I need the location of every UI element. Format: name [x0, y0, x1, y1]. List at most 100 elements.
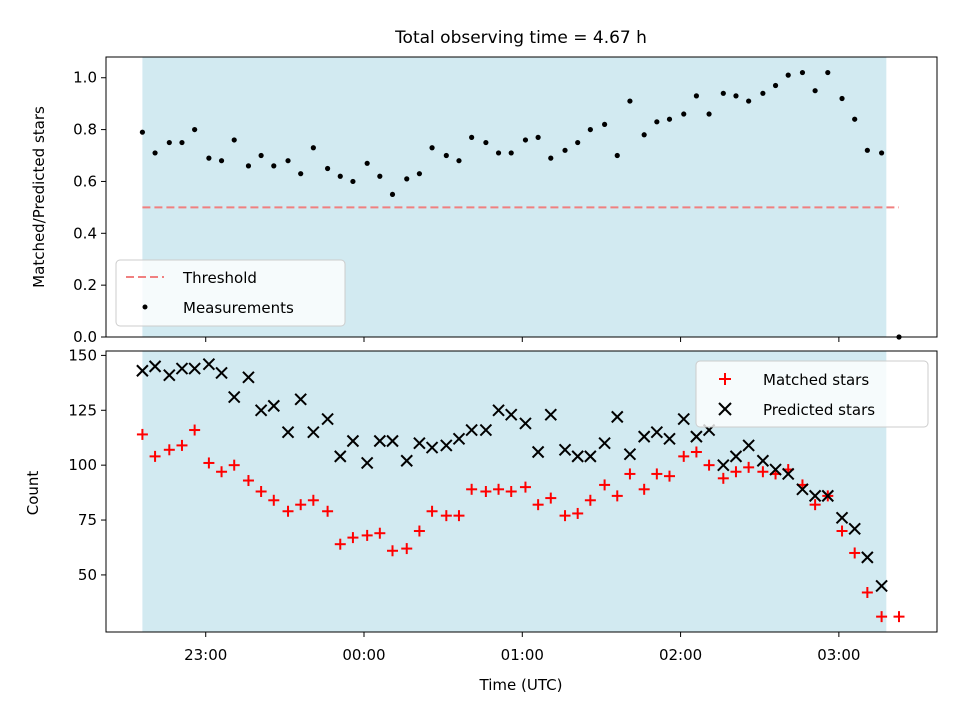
- bottom-legend: Matched stars Predicted stars: [695, 360, 929, 428]
- predicted-star-point: [334, 450, 347, 463]
- matched-star-point: [426, 505, 438, 517]
- predicted-star-point: [808, 489, 822, 503]
- predicted-star-point: [492, 404, 505, 417]
- measurement-point: [298, 171, 304, 177]
- x-tick-label: 00:00: [342, 646, 385, 664]
- measurement-point: [469, 134, 475, 140]
- measurement-point: [812, 88, 818, 94]
- top-legend: Threshold Measurements: [115, 259, 346, 327]
- matched-star-point: [295, 499, 307, 511]
- matched-star-point: [611, 490, 623, 502]
- predicted-star-point: [782, 467, 795, 481]
- matched-star-point: [466, 483, 478, 495]
- predicted-star-point: [505, 408, 518, 421]
- matched-star-point: [136, 428, 148, 440]
- measurement-point: [602, 121, 608, 128]
- measurement-point: [389, 191, 396, 198]
- matched-star-point: [268, 494, 280, 506]
- matched-star-point: [849, 547, 861, 559]
- matched-star-point: [282, 505, 294, 517]
- matched-star-point: [480, 486, 492, 497]
- matched-star-point: [189, 424, 201, 436]
- measurement-point: [337, 173, 343, 179]
- measurement-point: [746, 98, 752, 104]
- measurement-point: [166, 139, 172, 146]
- matched-star-point: [228, 459, 240, 471]
- top-y-tick-label: 0.8: [73, 121, 97, 139]
- bottom-y-tick-label: 50: [78, 566, 97, 584]
- bottom-y-tick-label: 75: [78, 511, 97, 529]
- matched-star-point: [545, 492, 557, 504]
- bottom-plot-frame: [105, 350, 938, 633]
- matched-star-point: [307, 494, 319, 506]
- predicted-star-point: [254, 404, 268, 417]
- predicted-star-point: [756, 454, 770, 467]
- measurement-point: [245, 163, 252, 169]
- matched-star-point: [836, 525, 848, 537]
- predicted-star-point: [413, 436, 426, 450]
- matched-star-point: [638, 483, 650, 495]
- measurement-point: [799, 69, 806, 76]
- predicted-star-point: [821, 489, 834, 503]
- measurement-point: [377, 173, 383, 179]
- predicted-star-point: [360, 456, 374, 470]
- top-y-tick-label: 1.0: [73, 69, 97, 87]
- measurement-point: [258, 152, 264, 159]
- predicted-star-point: [519, 417, 532, 430]
- matched-star-point: [242, 475, 254, 487]
- measurement-point: [522, 137, 529, 143]
- top-panel: 0.0 0.2 0.4 0.6 0.8 1.0 Matched/Predicted sta…: [30, 56, 938, 346]
- predicted-star-point: [650, 426, 664, 439]
- bottom-y-tick-label: 150: [68, 346, 97, 364]
- matched-star-point: [255, 486, 267, 497]
- measurement-point: [825, 69, 831, 76]
- matched-star-point: [624, 468, 636, 480]
- legend-matched-swatch: [719, 373, 731, 385]
- measurement-point: [760, 90, 766, 96]
- predicted-star-point: [242, 371, 255, 384]
- top-plot-frame: [105, 56, 938, 338]
- measurement-point: [218, 158, 225, 164]
- predicted-star-point: [623, 447, 637, 461]
- predicted-star-point: [228, 390, 241, 404]
- predicted-star-point: [742, 439, 755, 452]
- measurement-point: [864, 147, 870, 153]
- chart-title: Total observing time = 4.67 h: [394, 28, 647, 48]
- measurement-point: [852, 116, 858, 122]
- predicted-star-point: [175, 362, 189, 375]
- top-y-tick-label: 0.2: [73, 276, 97, 294]
- matched-star-point: [678, 450, 690, 462]
- matched-star-point: [322, 505, 334, 517]
- matched-star-point: [519, 481, 531, 493]
- measurement-point: [231, 137, 237, 143]
- predicted-star-point: [690, 430, 703, 443]
- legend-measurements-label: Measurements: [183, 299, 294, 317]
- top-y-axis-label: Matched/Predicted stars: [30, 106, 48, 288]
- measurement-point: [627, 98, 633, 104]
- matched-star-point: [703, 459, 715, 471]
- measurement-point: [733, 93, 739, 99]
- matched-star-point: [347, 532, 359, 544]
- measurement-point: [310, 145, 316, 151]
- predicted-star-point: [425, 441, 439, 454]
- matched-star-point: [493, 483, 505, 495]
- predicted-star-point: [677, 412, 690, 426]
- matched-star-point: [216, 466, 228, 478]
- matched-star-point: [532, 499, 544, 511]
- top-legend-box: [115, 259, 346, 327]
- measurement-point: [179, 139, 185, 146]
- measurement-point: [575, 139, 581, 146]
- predicted-star-point: [848, 522, 861, 536]
- measurement-point: [706, 111, 712, 117]
- matched-star-point: [176, 439, 188, 451]
- matched-star-point: [334, 538, 346, 550]
- measurement-point: [139, 129, 146, 135]
- predicted-star-point: [717, 458, 730, 472]
- measurement-point: [285, 158, 291, 164]
- measurement-point: [879, 150, 885, 156]
- predicted-star-point: [875, 579, 888, 593]
- predicted-star-point: [281, 426, 295, 439]
- measurement-point: [271, 163, 277, 169]
- matched-star-point: [893, 611, 905, 623]
- predicted-star-point: [386, 434, 399, 448]
